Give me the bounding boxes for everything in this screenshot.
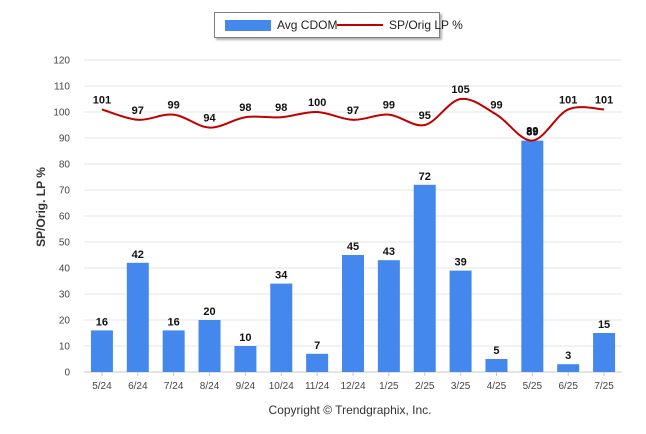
line-value-label: 97 — [132, 105, 144, 117]
bar-value-label: 89 — [526, 127, 538, 139]
bar-value-label: 42 — [132, 249, 144, 261]
sp-orig-lp-line — [101, 97, 605, 142]
bar — [90, 330, 113, 372]
y-tick-label: 70 — [59, 186, 71, 197]
bar — [270, 283, 293, 372]
bar — [306, 353, 329, 372]
y-tick-label: 10 — [59, 342, 71, 353]
line-value-label: 99 — [383, 100, 395, 112]
bar — [198, 320, 221, 372]
legend-label-sp-orig-lp: SP/Orig LP % — [389, 18, 463, 32]
line-value-label: 101 — [93, 94, 111, 106]
y-tick-label: 20 — [59, 316, 71, 327]
x-tick-label: 4/25 — [487, 381, 507, 392]
bar — [234, 346, 257, 372]
copyright-credit: Copyright © Trendgraphix, Inc. — [268, 403, 432, 417]
x-tick-label: 6/24 — [128, 381, 148, 392]
y-tick-label: 60 — [59, 212, 71, 223]
bar — [413, 184, 436, 372]
y-tick-label: 50 — [59, 238, 71, 249]
line-value-label: 99 — [490, 100, 502, 112]
bar — [449, 270, 472, 372]
y-tick-label: 90 — [59, 134, 71, 145]
bar-value-label: 43 — [383, 246, 395, 258]
x-tick-label: 2/25 — [415, 381, 435, 392]
x-tick-label: 11/24 — [305, 381, 330, 392]
legend-line-swatch — [337, 24, 383, 26]
x-tick-label: 5/25 — [523, 381, 543, 392]
y-tick-label: 110 — [54, 82, 70, 93]
y-tick-label: 120 — [53, 56, 70, 67]
x-tick-label: 9/24 — [236, 381, 256, 392]
legend-bar-swatch — [225, 20, 271, 31]
x-tick-label: 8/24 — [200, 381, 220, 392]
bar — [521, 140, 544, 372]
y-tick-label: 0 — [64, 368, 70, 379]
x-tick-label: 7/25 — [594, 381, 614, 392]
bar — [593, 333, 616, 372]
bar-value-label: 10 — [239, 332, 251, 344]
bar — [557, 364, 580, 372]
line-value-label: 97 — [347, 105, 359, 117]
bar — [377, 260, 400, 372]
bar-value-label: 20 — [203, 306, 215, 318]
y-axis-label: SP/Orig. LP % — [34, 167, 48, 247]
x-tick-label: 5/24 — [92, 381, 112, 392]
bar — [342, 255, 364, 372]
bar — [162, 330, 185, 372]
x-tick-label: 1/25 — [379, 381, 399, 392]
bar-value-label: 16 — [168, 316, 180, 328]
y-tick-label: 40 — [59, 264, 71, 275]
bar-value-label: 3 — [565, 350, 571, 362]
bar-value-label: 5 — [493, 345, 499, 357]
bar — [485, 359, 508, 372]
x-tick-label: 3/25 — [451, 381, 471, 392]
line-value-label: 101 — [595, 94, 613, 106]
legend-label-avg-cdom: Avg CDOM — [277, 18, 338, 32]
line-value-label: 105 — [451, 84, 469, 96]
bar-value-label: 39 — [454, 257, 466, 269]
x-tick-label: 10/24 — [269, 381, 294, 392]
bar-value-label: 16 — [96, 316, 108, 328]
x-tick-label: 12/24 — [340, 381, 365, 392]
line-value-label: 98 — [239, 102, 251, 114]
line-value-label: 94 — [203, 113, 216, 125]
line-value-label: 98 — [275, 102, 287, 114]
bar-value-label: 15 — [598, 319, 610, 331]
line-value-label: 100 — [308, 97, 326, 109]
line-value-label: 95 — [419, 110, 431, 122]
line-value-label: 99 — [168, 100, 180, 112]
line-value-label: 89 — [526, 126, 538, 138]
y-tick-label: 100 — [53, 108, 70, 119]
x-tick-label: 7/24 — [164, 381, 184, 392]
line-value-label: 101 — [559, 94, 577, 106]
legend: Avg CDOM SP/Orig LP % — [214, 12, 463, 38]
y-tick-label: 80 — [59, 160, 71, 171]
bar — [126, 262, 149, 372]
x-tick-label: 6/25 — [558, 381, 578, 392]
y-tick-label: 30 — [59, 290, 71, 301]
bar-value-label: 34 — [275, 270, 288, 282]
bar-value-label: 7 — [314, 340, 320, 352]
bar-value-label: 45 — [347, 241, 359, 253]
bar-value-label: 72 — [419, 171, 431, 183]
